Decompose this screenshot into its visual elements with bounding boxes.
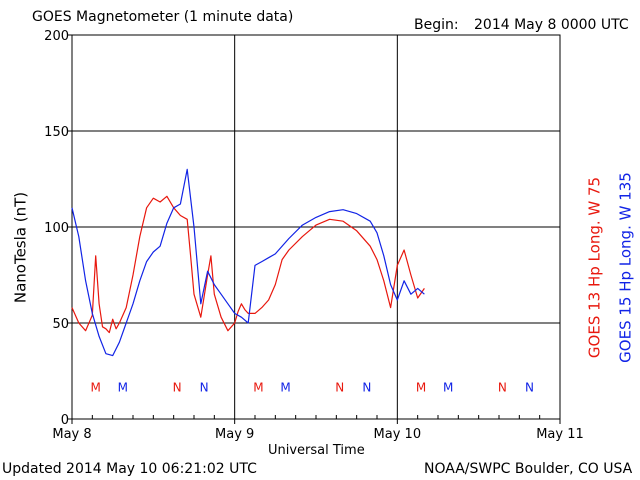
y-tick-label: 0	[61, 413, 69, 428]
x-tick-label: May 11	[536, 427, 584, 442]
y-tick-label: 150	[44, 125, 69, 140]
marker-midnight: M	[280, 380, 290, 394]
marker-noon: N	[362, 380, 371, 394]
begin-label: Begin:	[414, 17, 459, 33]
y-tick-label: 50	[52, 317, 69, 332]
chart-title: GOES Magnetometer (1 minute data)	[32, 9, 294, 25]
marker-noon: N	[200, 380, 209, 394]
series-line-goes15	[71, 168, 425, 357]
x-tick-label: May 8	[52, 427, 91, 442]
footer-credit: NOAA/SWPC Boulder, CO USA	[424, 461, 633, 477]
marker-midnight: M	[253, 380, 263, 394]
y-tick-label: 100	[44, 221, 69, 236]
begin-value: 2014 May 8 0000 UTC	[474, 17, 629, 33]
marker-noon: N	[525, 380, 534, 394]
x-tick-label: May 9	[215, 427, 254, 442]
marker-midnight: M	[91, 380, 101, 394]
marker-midnight: M	[416, 380, 426, 394]
marker-midnight: M	[118, 380, 128, 394]
series-line-goes13	[71, 195, 425, 334]
y-tick-label: 200	[44, 29, 69, 44]
marker-noon: N	[335, 380, 344, 394]
x-tick-label: May 10	[374, 427, 422, 442]
marker-noon: N	[498, 380, 507, 394]
marker-midnight: M	[443, 380, 453, 394]
x-axis-label: Universal Time	[268, 443, 365, 458]
footer-updated: Updated 2014 May 10 06:21:02 UTC	[2, 461, 257, 477]
marker-noon: N	[173, 380, 182, 394]
